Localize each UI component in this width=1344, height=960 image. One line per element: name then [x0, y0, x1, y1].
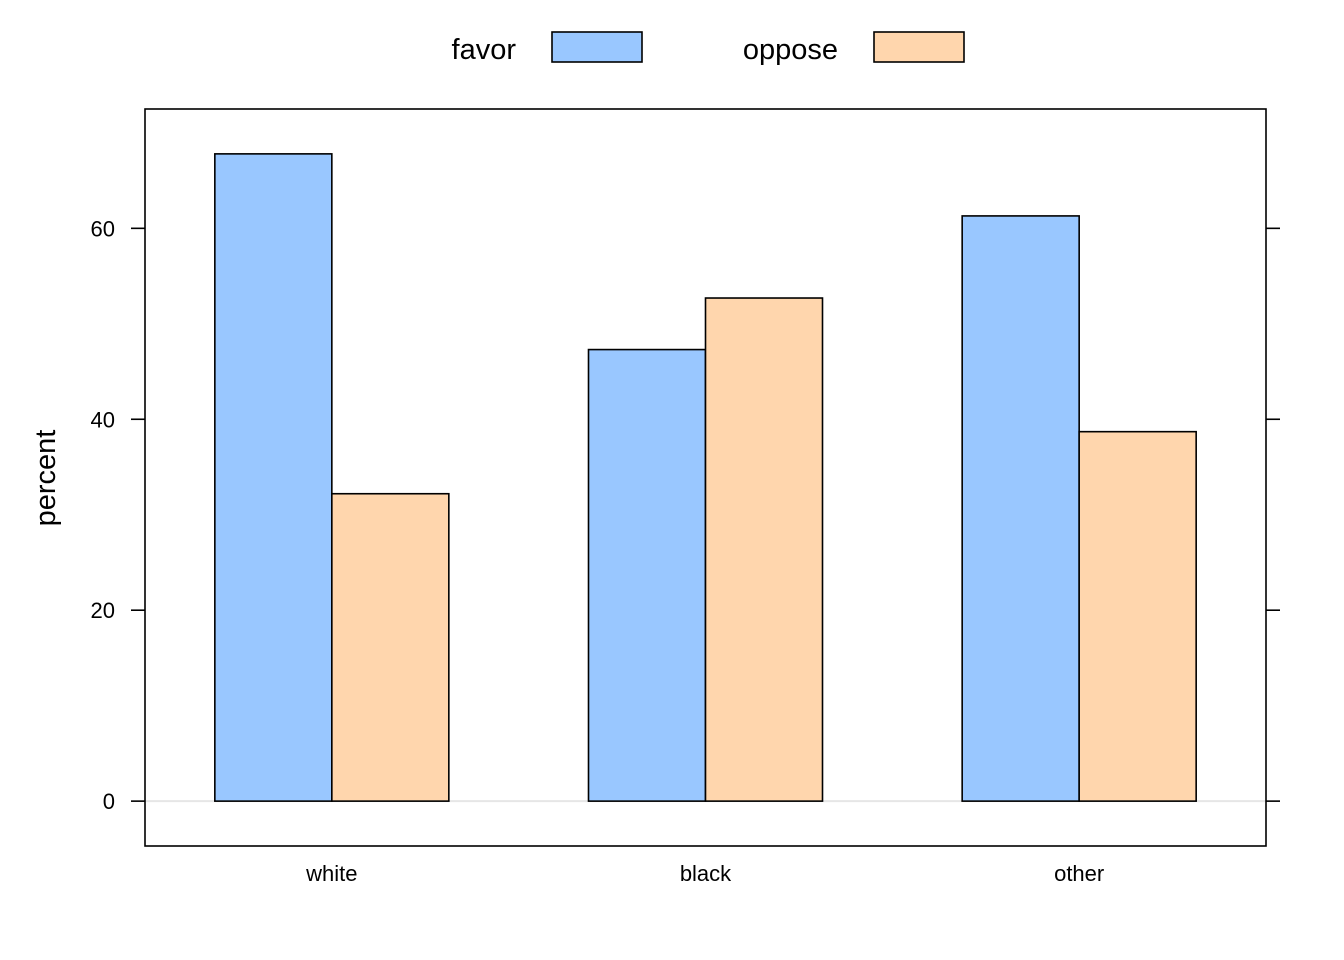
bar-oppose-black: [704, 297, 824, 802]
bar-favor-other: [961, 215, 1080, 802]
plot-frame: [144, 108, 1267, 847]
y-tick-label: 0: [103, 789, 115, 814]
bar-oppose-white: [331, 492, 450, 802]
bars-layer: [214, 153, 1197, 802]
x-tick-label-white: white: [305, 861, 357, 886]
bar-oppose-other: [1078, 430, 1197, 802]
x-tick-label-black: black: [680, 861, 732, 886]
legend-swatch-favor: [551, 31, 643, 63]
axis-ticks: [131, 227, 1280, 802]
tick-labels: 0 20 40 60 white black other: [91, 216, 1105, 886]
y-tick-label: 60: [91, 216, 115, 241]
legend-label-oppose: oppose: [743, 34, 838, 66]
legend: favor oppose: [452, 31, 965, 66]
bar-favor-black: [587, 348, 707, 802]
legend-swatch-oppose: [873, 31, 965, 63]
y-axis-title: percent: [30, 430, 62, 527]
bar-favor-white: [214, 153, 333, 802]
y-tick-label: 20: [91, 598, 115, 623]
legend-label-favor: favor: [452, 34, 517, 66]
y-tick-label: 40: [91, 407, 115, 432]
x-tick-label-other: other: [1054, 861, 1104, 886]
